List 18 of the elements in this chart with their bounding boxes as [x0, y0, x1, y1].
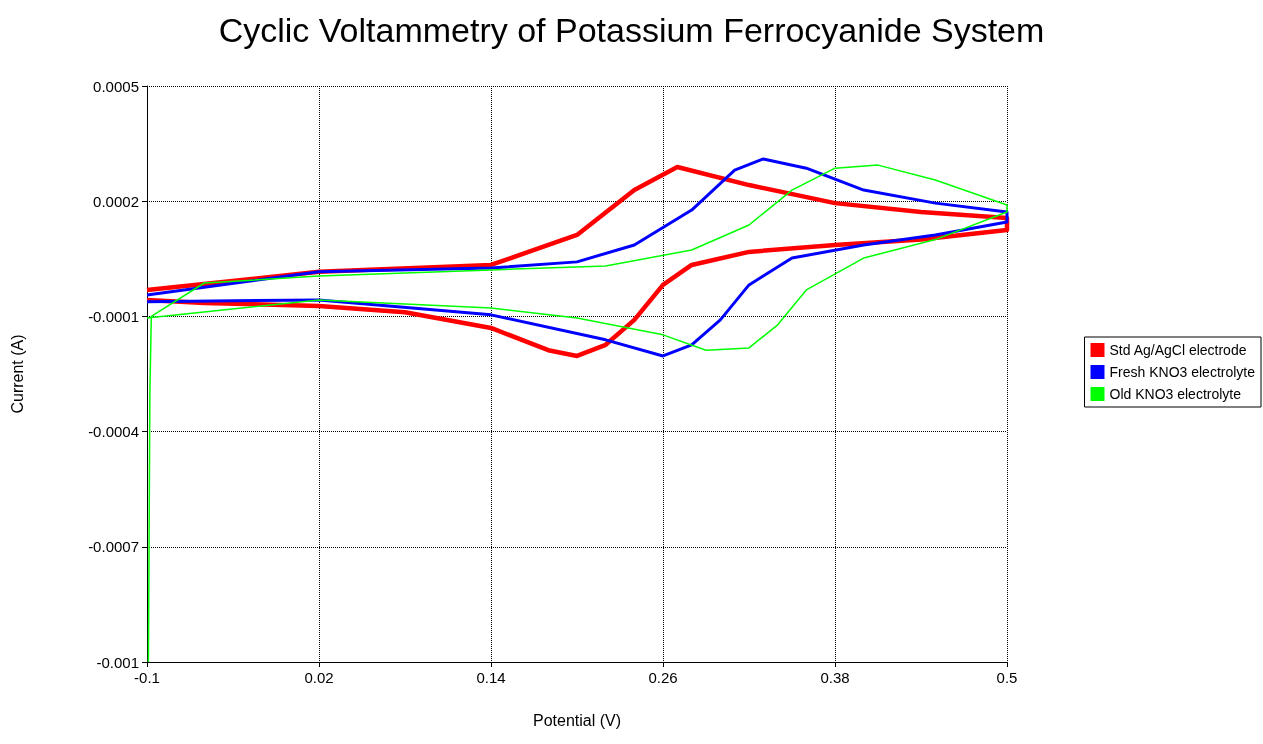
x-tick-label: -0.1: [134, 669, 160, 686]
y-axis-title: Current (A): [8, 334, 26, 414]
y-tick-label: 0.0005: [93, 77, 139, 95]
y-tick-label: -0.0001: [88, 307, 139, 325]
legend-label: Std Ag/AgCl electrode: [1109, 342, 1247, 358]
x-tick-label: 0.14: [476, 669, 506, 686]
legend-label: Old KNO3 electrolyte: [1109, 386, 1242, 402]
x-tick-label: 0.38: [820, 669, 850, 686]
y-tick-label: -0.0004: [88, 423, 139, 441]
y-tick-label: 0.0002: [93, 192, 139, 210]
x-axis-title: Potential (V): [532, 711, 622, 729]
x-tick-label: 0.5: [996, 669, 1018, 686]
y-tick-label: -0.0007: [88, 538, 139, 556]
x-tick-label: 0.26: [648, 669, 678, 686]
legend-label: Fresh KNO3 electrolyte: [1109, 364, 1256, 380]
x-tick-label: 0.02: [304, 669, 334, 686]
chart-title: Cyclic Voltammetry of Potassium Ferrocyanide System: [218, 11, 1045, 49]
y-tick-label: -0.001: [96, 653, 139, 671]
